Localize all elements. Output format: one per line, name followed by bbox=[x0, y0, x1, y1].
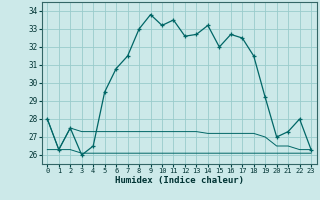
X-axis label: Humidex (Indice chaleur): Humidex (Indice chaleur) bbox=[115, 176, 244, 185]
